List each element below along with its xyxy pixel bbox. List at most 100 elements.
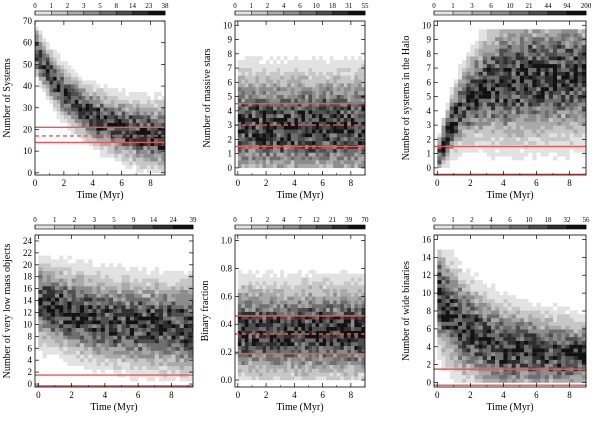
y-tick-label: 50 — [23, 59, 33, 69]
heatmap-cell — [259, 67, 263, 72]
heatmap-cells — [437, 29, 587, 169]
heatmap-cell — [248, 102, 253, 107]
heatmap-cell — [67, 346, 72, 351]
heatmap-cell — [301, 125, 306, 130]
heatmap-cell — [81, 99, 86, 104]
heatmap-cell — [100, 103, 104, 108]
heatmap-cell — [244, 285, 249, 290]
x-axis-label: Time (Myr) — [76, 190, 123, 201]
heatmap-cell — [552, 90, 558, 95]
heatmap-cell — [315, 125, 320, 130]
heatmap-cell — [297, 129, 302, 134]
heatmap-cell — [280, 357, 284, 362]
heatmap-cell — [319, 364, 323, 369]
heatmap-cell — [117, 354, 122, 359]
heatmap-cell — [129, 362, 135, 367]
heatmap-cell — [163, 358, 168, 363]
heatmap-cell — [67, 312, 72, 317]
heatmap-cell — [329, 90, 334, 95]
heatmap-cell — [74, 91, 79, 97]
heatmap-cell — [78, 80, 83, 85]
heatmap-cell — [466, 148, 471, 153]
heatmap-cell — [304, 113, 309, 119]
heatmap-cell — [114, 122, 119, 127]
heatmap-cell — [113, 316, 118, 321]
heatmap-cell — [121, 343, 126, 348]
heatmap-cell — [79, 263, 85, 268]
heatmap-cell — [304, 323, 309, 328]
colorbar-tick-label: 4 — [282, 2, 286, 10]
heatmap-cell — [88, 346, 93, 351]
heatmap-cell — [183, 358, 189, 363]
heatmap-cell — [577, 33, 583, 38]
heatmap-cell — [125, 316, 130, 321]
heatmap-cell — [482, 83, 488, 88]
heatmap-cell — [462, 137, 467, 142]
heatmap-cell — [158, 358, 164, 363]
heatmap-cell — [540, 106, 545, 111]
heatmap-cell — [503, 67, 508, 72]
heatmap-cell — [67, 122, 72, 127]
heatmap-cell — [315, 106, 320, 111]
heatmap-cell — [259, 137, 263, 142]
heatmap-cell — [60, 61, 65, 66]
heatmap-cell — [287, 113, 292, 119]
heatmap-cell — [59, 354, 64, 359]
heatmap-cell — [507, 40, 512, 45]
heatmap-cell — [515, 83, 521, 88]
heatmap-cell — [113, 282, 118, 287]
heatmap-cell — [301, 315, 306, 320]
heatmap-cell — [248, 357, 253, 362]
heatmap-cell — [50, 305, 56, 310]
heatmap-cell — [301, 71, 306, 76]
heatmap-cell — [96, 339, 101, 344]
heatmap-cell — [35, 45, 39, 50]
heatmap-cell — [329, 110, 334, 115]
heatmap-cell — [524, 71, 529, 76]
heatmap-cell — [507, 33, 512, 38]
heatmap-cell — [183, 278, 189, 283]
heatmap-cell — [255, 79, 260, 84]
heatmap-cell — [308, 338, 313, 343]
heatmap-cell — [462, 129, 467, 134]
heatmap-cell — [96, 270, 101, 275]
heatmap-cell — [482, 133, 488, 138]
heatmap-cell — [486, 71, 492, 76]
heatmap-cell — [312, 148, 316, 153]
heatmap-cell — [577, 71, 583, 76]
heatmap-cell — [336, 140, 341, 145]
heatmap-cell — [565, 102, 570, 107]
heatmap-cell — [42, 49, 47, 54]
heatmap-cell — [319, 90, 323, 95]
heatmap-cell — [287, 137, 292, 142]
heatmap-cell — [287, 300, 292, 305]
heatmap-cell — [75, 362, 81, 367]
heatmap-cell — [158, 320, 164, 325]
heatmap-cell — [561, 79, 566, 84]
heatmap-cell — [333, 160, 337, 165]
heatmap-cell — [457, 117, 463, 122]
heatmap-cell — [540, 129, 545, 134]
heatmap-cell — [312, 152, 316, 157]
heatmap-cell — [482, 140, 488, 145]
colorbar-segment — [35, 11, 52, 15]
heatmap-cell — [283, 83, 288, 88]
heatmap-cell — [319, 311, 323, 316]
heatmap-cell — [308, 164, 313, 169]
heatmap-cell — [276, 133, 281, 138]
heatmap-cell — [117, 289, 122, 294]
heatmap-cell — [326, 281, 330, 286]
heatmap-cell — [437, 137, 442, 142]
heatmap-cell — [280, 338, 284, 343]
heatmap-cell — [548, 87, 554, 92]
heatmap-cell — [515, 148, 521, 153]
heatmap-cell — [301, 148, 306, 153]
heatmap-cell — [453, 94, 459, 99]
heatmap-cell — [269, 133, 274, 138]
heatmap-cell — [322, 288, 327, 293]
heatmap-cell — [244, 125, 249, 130]
heatmap-cell — [511, 48, 516, 53]
heatmap-cell — [276, 292, 281, 297]
heatmap-cell — [519, 60, 525, 65]
heatmap-cell — [319, 315, 323, 320]
